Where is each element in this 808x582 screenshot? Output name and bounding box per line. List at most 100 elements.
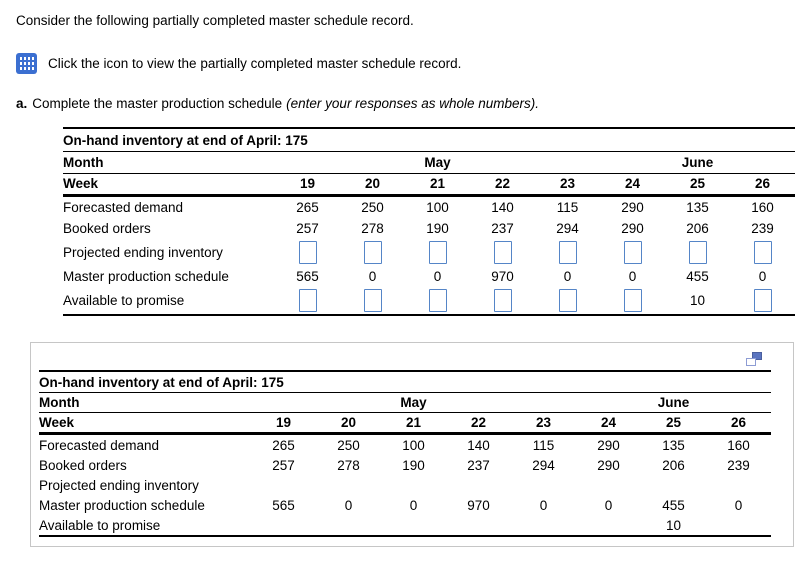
pei-input-week25[interactable]	[688, 241, 707, 264]
table-cell: 115	[556, 200, 579, 215]
table-cell: 0	[563, 269, 572, 284]
month-june-label: June	[600, 151, 795, 174]
atp-input-week23[interactable]	[558, 289, 577, 312]
table-cell: 0	[758, 269, 767, 284]
table-cell: 160	[751, 200, 774, 215]
week-header: 20	[340, 173, 405, 197]
table-cell: 970	[467, 497, 490, 513]
table-cell: 970	[491, 269, 514, 284]
projected-ending-inventory-row: Projected ending inventory	[39, 475, 771, 495]
mps-row-label: Master production schedule	[39, 497, 205, 513]
master-schedule-table-readonly: On-hand inventory at end of April: 175 M…	[39, 370, 771, 537]
atp-week25-value: 10	[665, 517, 682, 533]
part-a-text: Complete the master production schedule	[32, 96, 283, 111]
part-a-label: a.	[16, 96, 28, 111]
week-header: 20	[316, 412, 381, 435]
month-june-label: June	[576, 392, 771, 413]
table-cell: 190	[402, 457, 425, 473]
onhand-inventory-label: On-hand inventory at end of April: 175	[63, 128, 795, 152]
table-cell: 0	[734, 497, 743, 513]
table-cell: 257	[296, 221, 319, 236]
table-cell: 265	[296, 200, 319, 215]
week-row: Week 19 20 21 22 23 24 25 26	[63, 173, 795, 197]
pei-row-label: Projected ending inventory	[63, 245, 223, 260]
forecast-row: Forecasted demand 265 250 100 140 115 29…	[63, 196, 795, 219]
month-may-label: May	[251, 392, 576, 413]
mps-row: Master production schedule 565 0 0 970 0…	[63, 266, 795, 287]
pei-input-week22[interactable]	[493, 241, 512, 264]
table-cell: 294	[556, 221, 579, 236]
table-cell: 250	[337, 437, 360, 453]
booked-orders-row: Booked orders 257 278 190 237 294 290 20…	[39, 455, 771, 475]
table-cell: 100	[402, 437, 425, 453]
atp-input-week21[interactable]	[428, 289, 447, 312]
week-header: 22	[470, 173, 535, 197]
atp-input-week24[interactable]	[623, 289, 642, 312]
booked-row-label: Booked orders	[39, 457, 127, 473]
week-header: 22	[446, 412, 511, 435]
booked-row-label: Booked orders	[63, 221, 151, 236]
atp-input-week19[interactable]	[298, 289, 317, 312]
table-cell: 190	[426, 221, 449, 236]
forecast-row-label: Forecasted demand	[63, 200, 184, 215]
table-cell: 100	[426, 200, 449, 215]
table-cell: 115	[532, 437, 555, 453]
table-cell: 135	[686, 200, 709, 215]
table-cell: 0	[628, 269, 637, 284]
table-cell: 0	[539, 497, 548, 513]
table-cell: 206	[662, 457, 685, 473]
master-schedule-table-interactive: On-hand inventory at end of April: 175 M…	[63, 127, 795, 316]
week-header: 21	[381, 412, 446, 435]
table-cell: 265	[272, 437, 295, 453]
table-cell: 140	[467, 437, 490, 453]
booked-orders-row: Booked orders 257 278 190 237 294 290 20…	[63, 218, 795, 239]
table-cell: 135	[662, 437, 685, 453]
pei-input-week21[interactable]	[428, 241, 447, 264]
month-row-label: Month	[39, 392, 251, 413]
table-cell: 239	[751, 221, 774, 236]
table-grid-icon[interactable]	[16, 53, 37, 74]
restore-window-icon[interactable]	[746, 352, 762, 366]
atp-row: Available to promise 10	[39, 515, 771, 536]
table-cell: 0	[344, 497, 353, 513]
week-row: Week 19 20 21 22 23 24 25 26	[39, 412, 771, 435]
table-cell: 239	[727, 457, 750, 473]
icon-instruction-row: Click the icon to view the partially com…	[16, 53, 808, 74]
part-a-line: a. Complete the master production schedul…	[16, 96, 808, 111]
table-cell: 0	[409, 497, 418, 513]
week-header: 26	[730, 173, 795, 197]
atp-row-label: Available to promise	[39, 517, 161, 533]
pei-input-week20[interactable]	[363, 241, 382, 264]
table-cell: 140	[491, 200, 514, 215]
week-header: 21	[405, 173, 470, 197]
week-header: 25	[641, 412, 706, 435]
table-cell: 294	[532, 457, 555, 473]
popup-toolbar	[39, 350, 784, 370]
atp-input-week20[interactable]	[363, 289, 382, 312]
week-header: 19	[275, 173, 340, 197]
icon-instruction-text: Click the icon to view the partially com…	[48, 56, 462, 71]
atp-input-week22[interactable]	[493, 289, 512, 312]
table-cell: 290	[621, 200, 644, 215]
pei-row-label: Projected ending inventory	[39, 477, 199, 493]
week-row-label: Week	[39, 412, 251, 435]
week-header: 24	[576, 412, 641, 435]
mps-row-label: Master production schedule	[63, 269, 229, 284]
month-row-label: Month	[63, 151, 275, 174]
pei-input-week26[interactable]	[753, 241, 772, 264]
atp-input-week26[interactable]	[753, 289, 772, 312]
part-a-italic-text: (enter your responses as whole numbers).	[286, 96, 540, 111]
atp-row-label: Available to promise	[63, 293, 185, 308]
pei-input-week23[interactable]	[558, 241, 577, 264]
onhand-row: On-hand inventory at end of April: 175	[63, 128, 795, 152]
table-cell: 237	[491, 221, 514, 236]
week-header: 23	[535, 173, 600, 197]
table-cell: 455	[662, 497, 685, 513]
month-may-label: May	[275, 151, 600, 174]
month-row: Month May June	[39, 392, 771, 413]
week-header: 23	[511, 412, 576, 435]
forecast-row: Forecasted demand 265 250 100 140 115 29…	[39, 434, 771, 456]
pei-input-week19[interactable]	[298, 241, 317, 264]
pei-input-week24[interactable]	[623, 241, 642, 264]
table-cell: 237	[467, 457, 490, 473]
